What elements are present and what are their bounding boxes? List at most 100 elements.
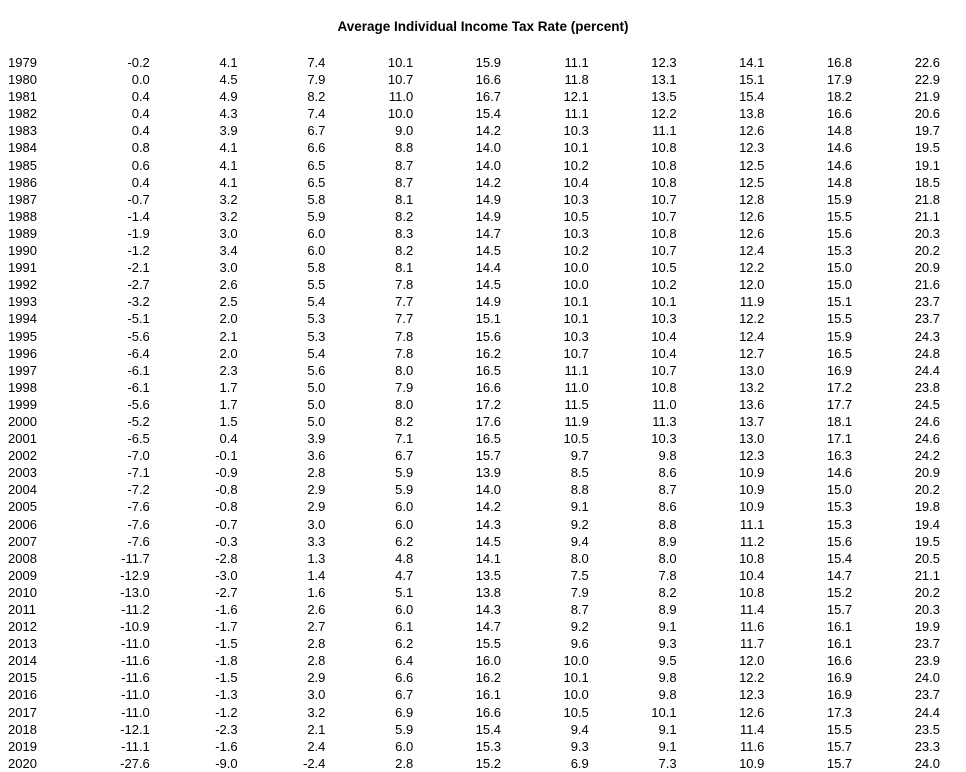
value-cell: 15.1: [826, 294, 853, 310]
value-cell: 10.1: [563, 670, 589, 686]
value-cell: 12.1: [563, 89, 589, 105]
value-cell: 3.9: [307, 431, 326, 447]
value-cell: 10.4: [651, 345, 677, 361]
table-row: 1998 -6.1 1.7 5.0 7.9 16.6 11.0 10.8 13.2 17.2 23.…: [0, 379, 966, 396]
table-row: 1992 -2.7 2.6 5.5 7.8 14.5 10.0 10.2 12.0 15.0 21.…: [0, 276, 966, 293]
chart-title: Average Individual Income Tax Rate (perc…: [337, 19, 629, 34]
value-cell: 7.8: [658, 567, 677, 583]
year-cell: 1997: [8, 362, 37, 378]
value-cell: 10.0: [563, 653, 589, 669]
value-cell: 15.5: [475, 636, 501, 652]
value-cell: -2.7: [215, 584, 238, 600]
value-cell: 9.0: [395, 123, 414, 139]
value-cell: 14.7: [475, 225, 501, 241]
value-cell: 15.4: [826, 550, 853, 566]
year-cell: 1998: [8, 379, 37, 395]
year-cell: 2017: [8, 704, 37, 720]
value-cell: 7.7: [395, 294, 414, 310]
table-row: 2005 -7.6 -0.8 2.9 6.0 14.2 9.1 8.6 10.9 15.3 19.8: [0, 498, 966, 515]
value-cell: 15.3: [475, 738, 501, 754]
table-row: 2004 -7.2 -0.8 2.9 5.9 14.0 8.8 8.7 10.9 15.0 20.2: [0, 481, 966, 498]
value-cell: 11.5: [564, 396, 589, 412]
value-cell: 13.7: [739, 413, 765, 429]
value-cell: -2.7: [127, 277, 150, 293]
value-cell: 13.9: [475, 465, 501, 481]
value-cell: 16.1: [826, 636, 853, 652]
value-cell: 0.8: [131, 140, 150, 156]
value-cell: 13.1: [651, 72, 677, 88]
value-cell: -7.1: [127, 465, 150, 481]
table-row: 1983 0.4 3.9 6.7 9.0 14.2 10.3 11.1 12.6 14.8 19.7: [0, 122, 966, 139]
value-cell: 2.6: [307, 602, 326, 617]
value-cell: 0.4: [131, 174, 150, 190]
value-cell: 2.8: [307, 636, 326, 652]
value-cell: 7.3: [658, 755, 677, 771]
year-cell: 1996: [8, 345, 37, 361]
value-cell: 18.2: [826, 89, 853, 105]
year-cell: 1990: [8, 243, 37, 259]
table-row: 2007 -7.6 -0.3 3.3 6.2 14.5 9.4 8.9 11.2 15.6 19.5: [0, 533, 966, 550]
value-cell: 10.8: [739, 550, 765, 566]
year-cell: 2001: [8, 431, 37, 447]
value-cell: 10.2: [563, 157, 589, 173]
value-cell: 10.7: [651, 362, 677, 378]
year-cell: 1999: [8, 396, 37, 412]
value-cell: 15.1: [739, 72, 765, 88]
value-cell: 4.1: [219, 157, 238, 173]
value-cell: 16.1: [475, 687, 501, 703]
value-cell: 10.1: [563, 311, 589, 327]
value-cell: 12.2: [739, 670, 765, 686]
value-cell: 1.4: [307, 567, 326, 583]
value-cell: 6.0: [395, 738, 414, 754]
year-cell: 2018: [8, 721, 37, 737]
value-cell: 8.2: [307, 89, 326, 105]
value-cell: 10.8: [651, 157, 677, 173]
value-cell: 7.7: [395, 311, 414, 327]
table-row: 2013 -11.0 -1.5 2.8 6.2 15.5 9.6 9.3 11.7 16.1 23.…: [0, 635, 966, 652]
value-cell: 20.9: [914, 260, 940, 276]
year-cell: 1987: [8, 191, 37, 207]
value-cell: -5.1: [127, 311, 150, 327]
value-cell: 9.2: [570, 619, 589, 635]
value-cell: -5.6: [127, 328, 150, 344]
table-row: 1979 -0.2 4.1 7.4 10.1 15.9 11.1 12.3 14.1 16.8 22…: [0, 54, 966, 71]
value-cell: 15.6: [826, 533, 853, 549]
value-cell: 10.1: [651, 704, 677, 720]
value-cell: 15.3: [826, 243, 853, 259]
value-cell: 12.6: [739, 704, 765, 720]
value-cell: 10.1: [387, 55, 414, 70]
table-row: 1980 0.0 4.5 7.9 10.7 16.6 11.8 13.1 15.1 17.9 22.…: [0, 71, 966, 88]
value-cell: 14.5: [475, 243, 501, 259]
value-cell: -2.8: [215, 550, 238, 566]
value-cell: 10.7: [651, 208, 677, 224]
table-row: 1994 -5.1 2.0 5.3 7.7 15.1 10.1 10.3 12.2 15.5 23.…: [0, 310, 966, 327]
value-cell: 5.8: [307, 191, 326, 207]
value-cell: 10.5: [651, 260, 677, 276]
value-cell: 11.9: [740, 294, 765, 310]
value-cell: -12.9: [120, 567, 150, 583]
value-cell: 16.5: [475, 431, 501, 447]
year-cell: 2009: [8, 567, 37, 583]
value-cell: 2.6: [219, 277, 238, 293]
value-cell: 1.6: [307, 584, 326, 600]
value-cell: 16.3: [826, 448, 853, 464]
value-cell: 6.6: [395, 670, 414, 686]
value-cell: 9.3: [570, 738, 589, 754]
value-cell: 7.8: [395, 277, 414, 293]
table-row: 2016 -11.0 -1.3 3.0 6.7 16.1 10.0 9.8 12.3 16.9 23…: [0, 686, 966, 703]
value-cell: 16.6: [826, 106, 853, 122]
value-cell: 8.1: [395, 260, 414, 276]
year-cell: 1986: [8, 174, 37, 190]
value-cell: 4.7: [395, 567, 414, 583]
value-cell: -1.7: [215, 619, 238, 635]
value-cell: 5.9: [395, 482, 414, 498]
value-cell: 19.4: [914, 516, 940, 532]
value-cell: 23.8: [914, 379, 940, 395]
value-cell: 22.9: [914, 72, 940, 88]
value-cell: -12.1: [120, 721, 150, 737]
value-cell: 23.5: [914, 721, 940, 737]
value-cell: -0.8: [215, 499, 238, 515]
value-cell: 6.9: [570, 755, 589, 771]
value-cell: 20.2: [914, 584, 940, 600]
